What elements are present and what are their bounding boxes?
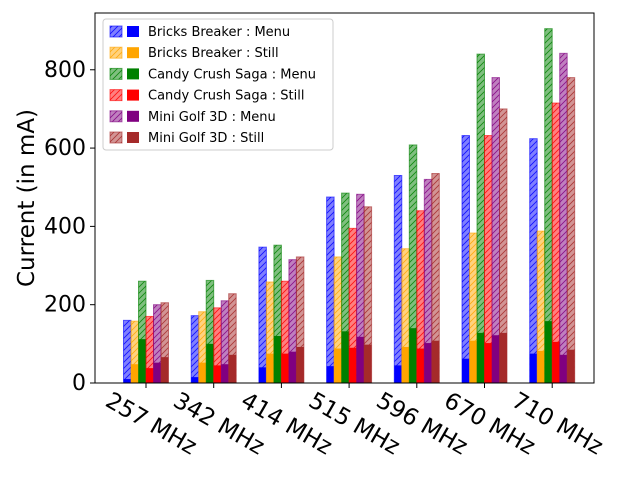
legend-swatch-solid — [127, 26, 139, 37]
bar-solid-4-1 — [221, 364, 229, 383]
bar-hatched-0-2 — [258, 246, 267, 384]
bar-solid-4-0 — [153, 362, 161, 383]
legend-swatch-solid — [127, 89, 139, 101]
bar-solid-3-5 — [484, 343, 492, 383]
bar-solid-3-6 — [552, 341, 560, 383]
bar-hatched-5-6 — [566, 77, 576, 384]
legend-swatch-solid — [127, 68, 139, 80]
bar-solid-1-0 — [131, 364, 139, 383]
legend-label: Bricks Breaker : Menu — [148, 25, 290, 40]
bar-hatched-0-3 — [326, 196, 335, 384]
bar-hatched-0-1 — [190, 315, 200, 384]
bar-solid-1-4 — [401, 346, 410, 383]
bar-solid-5-3 — [364, 344, 372, 383]
bar-solid-4-4 — [424, 343, 432, 383]
legend-label: Mini Golf 3D : Menu — [148, 110, 276, 125]
legend-swatch-solid — [127, 110, 139, 122]
bar-solid-3-0 — [146, 368, 154, 383]
bar-hatched-4-6 — [559, 52, 568, 384]
bar-solid-2-1 — [206, 343, 214, 383]
bar-solid-4-2 — [288, 351, 297, 383]
legend-label: Candy Crush Saga : Menu — [148, 67, 316, 82]
bar-solid-2-0 — [138, 339, 146, 383]
bar-solid-5-5 — [499, 332, 507, 383]
bar-solid-0-0 — [123, 379, 131, 383]
bar-solid-3-4 — [416, 348, 425, 383]
legend-swatch-solid — [127, 132, 139, 143]
y-tick-label: 200 — [44, 293, 86, 318]
legend-label: Bricks Breaker : Still — [148, 46, 279, 61]
y-axis-label: Current (in mA) — [14, 109, 40, 287]
legend-swatch-hatched — [109, 25, 123, 38]
bar-solid-1-3 — [334, 348, 342, 383]
legend-swatch-hatched — [109, 67, 123, 80]
legend-swatch-solid — [127, 47, 139, 59]
legend-swatch-hatched — [109, 110, 123, 123]
bar-solid-3-3 — [349, 347, 357, 383]
legend: Bricks Breaker : Menu Bricks Breaker : St… — [102, 18, 334, 151]
bar-solid-2-2 — [273, 336, 282, 383]
bar-solid-5-0 — [161, 357, 169, 383]
bar-hatched-3-6 — [551, 102, 561, 384]
bar-hatched-0-6 — [529, 138, 538, 384]
plot-area — [123, 28, 576, 384]
bar-solid-1-2 — [266, 353, 274, 383]
bar-solid-5-1 — [228, 354, 237, 383]
legend-box — [102, 18, 334, 151]
bar-solid-0-2 — [258, 367, 267, 383]
bar-solid-1-5 — [469, 340, 477, 383]
bar-hatched-0-5 — [461, 135, 470, 384]
bar-solid-0-5 — [462, 358, 470, 383]
bar-solid-2-4 — [409, 328, 417, 383]
y-tick-label: 600 — [44, 136, 86, 161]
legend-swatch-hatched — [109, 89, 123, 102]
y-tick-label: 800 — [44, 58, 86, 83]
bar-solid-0-1 — [191, 377, 199, 383]
bar-solid-5-6 — [567, 349, 575, 383]
bar-hatched-0-4 — [393, 174, 403, 384]
bar-solid-4-3 — [356, 336, 365, 383]
bar-solid-1-6 — [537, 350, 545, 383]
legend-label: Candy Crush Saga : Still — [148, 89, 304, 104]
bar-solid-1-1 — [198, 362, 207, 383]
legend-label: Mini Golf 3D : Still — [148, 131, 264, 146]
bar-solid-0-3 — [326, 366, 335, 383]
axes-frame — [94, 12, 595, 384]
bar-solid-5-2 — [296, 346, 304, 383]
bar-solid-2-5 — [477, 332, 485, 383]
bar-solid-5-4 — [431, 340, 440, 383]
bar-solid-0-4 — [394, 365, 402, 383]
bar-solid-2-6 — [544, 321, 553, 383]
bar-solid-3-2 — [281, 353, 289, 383]
y-tick-label: 0 — [72, 371, 86, 396]
bar-solid-2-3 — [341, 331, 350, 383]
legend-swatch-hatched — [109, 131, 123, 144]
y-tick-label: 400 — [44, 214, 86, 239]
bar-solid-4-5 — [492, 335, 500, 383]
bar-solid-0-6 — [529, 353, 538, 383]
bar-solid-4-6 — [559, 354, 568, 383]
bar-solid-3-1 — [213, 365, 222, 383]
legend-swatch-hatched — [109, 46, 123, 59]
bar-hatched-0-0 — [123, 319, 132, 384]
